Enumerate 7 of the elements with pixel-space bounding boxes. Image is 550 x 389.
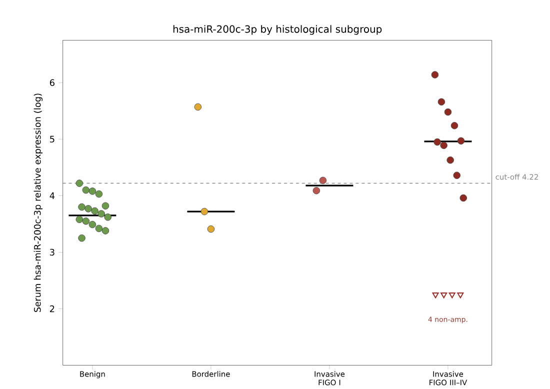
y-tick-label: 3 — [50, 248, 54, 256]
chart-title: hsa-miR-200c-3p by histological subgroup — [173, 25, 382, 35]
y-tick-label: 2 — [50, 305, 54, 312]
y-tick-label: 5 — [50, 136, 54, 142]
y-axis-title: Serum hsa-miR-200c-3p relative expression (log) — [34, 94, 42, 312]
y-tick-label: 4 — [50, 192, 55, 199]
y-tick-label: 6 — [50, 79, 54, 86]
